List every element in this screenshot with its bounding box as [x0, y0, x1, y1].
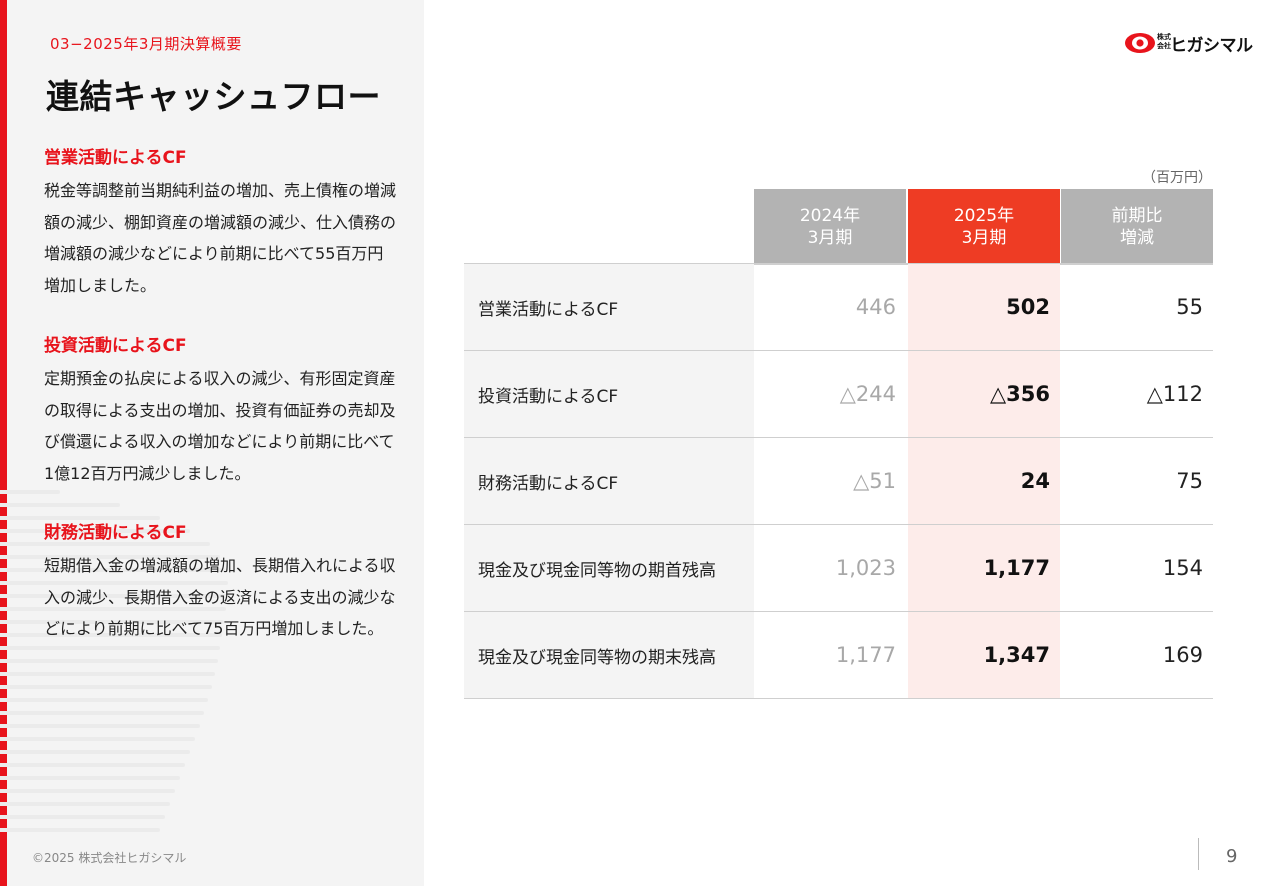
page-number: 9: [1226, 846, 1238, 867]
row-label: 財務活動によるCF: [464, 438, 754, 524]
change-value: △112: [1146, 382, 1203, 406]
table-header: 2024年 3月期 2025年 3月期 前期比 増減: [464, 189, 1213, 265]
change-value: 55: [1176, 295, 1203, 319]
current-year-value: 1,347: [908, 612, 1060, 698]
explanation-body: 短期借入金の増減額の増加、長期借入れによる収入の減少、長期借入金の返済による支出…: [44, 556, 396, 638]
unit-label: （百万円）: [1142, 170, 1212, 186]
page-title: 連結キャッシュフロー: [46, 77, 381, 116]
explanation-investing: 投資活動によるCF 定期預金の払戻による収入の減少、有形固定資産の取得による支出…: [44, 335, 396, 489]
accent-bar: [0, 0, 7, 886]
prior-year-value: 446: [855, 295, 896, 319]
left-panel: 03−2025年3月期決算概要 連結キャッシュフロー 営業活動によるCF 税金等…: [0, 0, 424, 886]
explanation-body: 定期預金の払戻による収入の減少、有形固定資産の取得による支出の増加、投資有価証券…: [44, 369, 396, 483]
table-row: 財務活動によるCF △51 24 75: [464, 438, 1213, 525]
footer-divider: [1198, 838, 1199, 870]
column-header-prior-year: 2024年 3月期: [754, 189, 906, 264]
current-year-value: 1,177: [908, 525, 1060, 611]
decorative-stripes: [0, 490, 230, 860]
prior-year-value: △244: [839, 382, 896, 406]
prior-year-value: 1,023: [835, 556, 896, 580]
explanation-heading: 投資活動によるCF: [44, 336, 187, 356]
logo-name: ヒガシマル: [1170, 36, 1253, 56]
change-value: 154: [1162, 556, 1203, 580]
current-year-value: 24: [908, 438, 1060, 524]
logo-mark-icon: [1125, 33, 1155, 53]
change-value: 169: [1162, 643, 1203, 667]
header-divider: [464, 263, 1213, 265]
explanation-heading: 営業活動によるCF: [44, 148, 187, 168]
table-row: 現金及び現金同等物の期首残高 1,023 1,177 154: [464, 525, 1213, 612]
current-year-value: △356: [908, 351, 1060, 437]
cashflow-table: 2024年 3月期 2025年 3月期 前期比 増減 営業活動によるCF 446…: [464, 189, 1213, 699]
row-label: 現金及び現金同等物の期末残高: [464, 612, 754, 698]
prior-year-value: 1,177: [835, 643, 896, 667]
logo-small-text: 株式 会社: [1157, 33, 1171, 50]
table-row: 投資活動によるCF △244 △356 △112: [464, 351, 1213, 438]
row-label: 投資活動によるCF: [464, 351, 754, 437]
company-logo: 株式 会社 ヒガシマル: [1124, 28, 1253, 58]
change-value: 75: [1176, 469, 1203, 493]
explanation-operating: 営業活動によるCF 税金等調整前当期純利益の増加、売上債権の増減額の減少、棚卸資…: [44, 147, 396, 301]
column-header-change: 前期比 増減: [1061, 189, 1213, 264]
column-header-current-year: 2025年 3月期: [908, 189, 1060, 264]
section-label: 03−2025年3月期決算概要: [50, 35, 242, 53]
copyright: ©2025 株式会社ヒガシマル: [32, 851, 187, 865]
explanation-heading: 財務活動によるCF: [44, 523, 187, 543]
prior-year-value: △51: [853, 469, 896, 493]
table-row: 営業活動によるCF 446 502 55: [464, 264, 1213, 351]
explanation-financing: 財務活動によるCF 短期借入金の増減額の増加、長期借入れによる収入の減少、長期借…: [44, 522, 396, 645]
table-row: 現金及び現金同等物の期末残高 1,177 1,347 169: [464, 612, 1213, 699]
row-label: 現金及び現金同等物の期首残高: [464, 525, 754, 611]
current-year-value: 502: [908, 264, 1060, 350]
explanation-body: 税金等調整前当期純利益の増加、売上債権の増減額の減少、棚卸資産の増減額の減少、仕…: [44, 181, 397, 295]
row-label: 営業活動によるCF: [464, 264, 754, 350]
